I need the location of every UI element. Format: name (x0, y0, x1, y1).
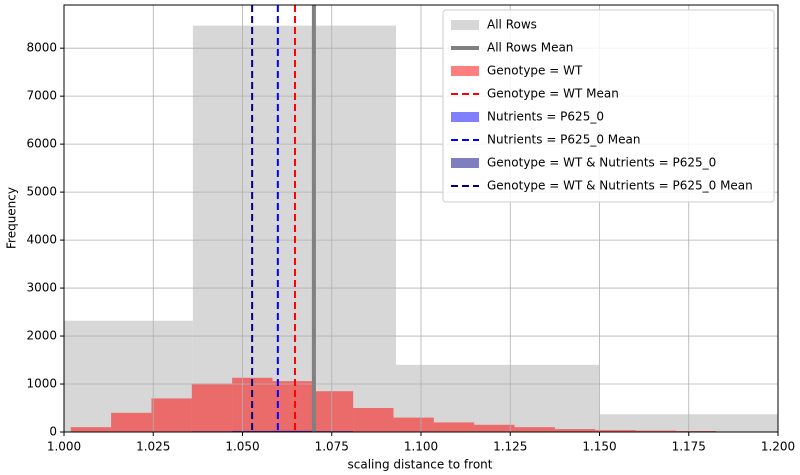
legend-label: Genotype = WT Mean (487, 87, 619, 101)
histogram-bar (272, 381, 313, 432)
x-tick-label: 1.100 (404, 440, 438, 454)
x-tick-label: 1.200 (761, 440, 795, 454)
histogram-bar (151, 398, 192, 432)
legend-label: Nutrients = P625_0 (487, 110, 604, 124)
y-tick-label: 7000 (26, 89, 57, 103)
y-tick-label: 8000 (26, 41, 57, 55)
y-tick-label: 2000 (26, 329, 57, 343)
y-tick-label: 5000 (26, 185, 57, 199)
y-tick-label: 3000 (26, 281, 57, 295)
x-tick-label: 1.050 (225, 440, 259, 454)
histogram-bar (433, 422, 475, 432)
y-tick-label: 6000 (26, 137, 57, 151)
histogram-bar (111, 412, 152, 432)
x-tick-label: 1.000 (47, 440, 81, 454)
x-tick-label: 1.125 (493, 440, 527, 454)
legend-swatch (451, 20, 479, 30)
legend-swatch (451, 158, 479, 168)
histogram-bar (635, 430, 676, 432)
y-tick-label: 4000 (26, 233, 57, 247)
legend-label: All Rows Mean (487, 41, 573, 55)
legend-label: Genotype = WT (487, 64, 583, 78)
y-axis-label: Frequency (5, 187, 19, 249)
histogram-bar (514, 427, 555, 432)
x-tick-label: 1.025 (136, 440, 170, 454)
histogram-bar (554, 429, 596, 432)
histogram-bar (353, 408, 394, 432)
x-tick-label: 1.175 (672, 440, 706, 454)
legend-box (442, 9, 775, 203)
y-tick-label: 1000 (26, 377, 57, 391)
legend-label: All Rows (487, 18, 537, 32)
histogram-bar (393, 417, 434, 432)
legend-label: Genotype = WT & Nutrients = P625_0 (487, 156, 716, 170)
x-axis-label: scaling distance to front (348, 458, 493, 472)
legend: All Rows All Rows Mean Genotype = WT Genoty… (442, 9, 775, 203)
y-tick-label: 0 (49, 425, 57, 439)
histogram-bar (191, 383, 233, 432)
histogram-bar (599, 414, 778, 432)
histogram-bar (474, 424, 515, 432)
histogram-bar (70, 427, 112, 432)
plot-area (64, 5, 778, 432)
legend-label: Nutrients = P625_0 Mean (487, 133, 640, 147)
legend-swatch (451, 112, 479, 122)
x-tick-label: 1.150 (582, 440, 616, 454)
histogram-bar (595, 430, 636, 432)
legend-swatch (451, 66, 479, 76)
x-tick-label: 1.075 (315, 440, 349, 454)
legend-label: Genotype = WT & Nutrients = P625_0 Mean (487, 179, 753, 193)
histogram-bar (312, 391, 354, 432)
